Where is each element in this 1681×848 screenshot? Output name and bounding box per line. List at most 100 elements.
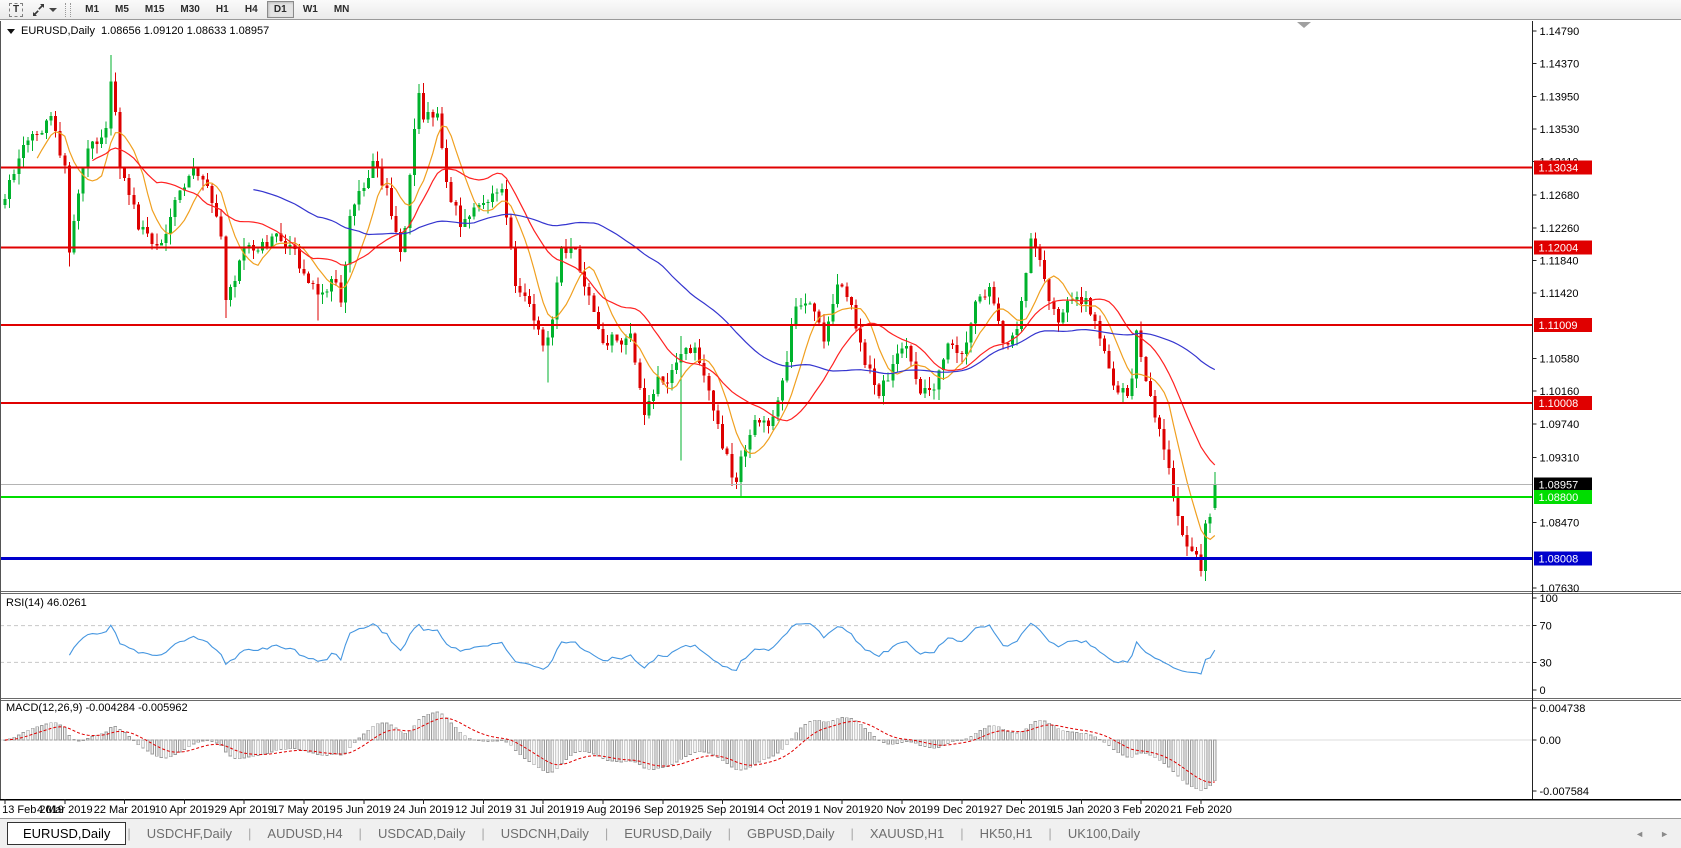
chart-tab-1[interactable]: USDCHF,Daily	[146, 826, 233, 841]
rsi-line	[68, 622, 1216, 675]
timeframe-button-m1[interactable]: M1	[78, 1, 106, 18]
toolbar-separator	[65, 2, 72, 17]
timeframe-button-m30[interactable]: M30	[173, 1, 206, 18]
ma-8-line	[36, 125, 1216, 541]
svg-text:1.13034: 1.13034	[1539, 163, 1579, 175]
date-tick-label: 21 Feb 2020	[1170, 804, 1232, 816]
price-level-label	[1534, 489, 1592, 504]
tab-scroll-left-button[interactable]: ◄	[1635, 828, 1645, 839]
text-label-tool-button[interactable]: T	[5, 1, 27, 19]
tab-separator: |	[960, 826, 964, 841]
timeframe-button-mn[interactable]: MN	[327, 1, 357, 18]
date-tick-label: 10 Apr 2019	[155, 804, 214, 816]
date-tick-label: 22 Mar 2019	[94, 804, 156, 816]
price-tick-label: 1.14790	[1540, 26, 1580, 38]
date-tick-label: 17 May 2019	[272, 804, 336, 816]
svg-text:1.08008: 1.08008	[1539, 554, 1579, 566]
timeframe-button-h1[interactable]: H1	[209, 1, 236, 18]
macd-tick-label: -0.007584	[1540, 786, 1590, 798]
chart-dropdown-icon[interactable]	[7, 28, 15, 34]
price-tick-label: 1.11420	[1540, 288, 1579, 300]
chart-tabs: EURUSD,Daily | USDCHF,Daily | AUDUSD,H4 | USDC…	[0, 822, 1155, 845]
price-tick-label: 1.10580	[1540, 353, 1580, 365]
date-tick-label: 25 Sep 2019	[691, 804, 753, 816]
chart-tab-2[interactable]: AUDUSD,H4	[267, 826, 343, 841]
arrows-tool-button[interactable]	[27, 1, 61, 19]
date-tick-label: 12 Jul 2019	[455, 804, 512, 816]
price-tick-label: 1.07630	[1540, 583, 1580, 595]
tab-separator: |	[358, 826, 362, 841]
price-tick-label: 1.10160	[1540, 386, 1580, 398]
date-tick-label: 5 Jun 2019	[337, 804, 391, 816]
macd-label: MACD(12,26,9) -0.004284 -0.005962	[6, 702, 188, 714]
svg-text:1.11009: 1.11009	[1539, 320, 1578, 332]
rsi-tick-label: 0	[1540, 685, 1546, 697]
price-axis[interactable]: 1.147901.143701.139501.135301.131101.126…	[1532, 21, 1593, 799]
dropdown-caret-icon	[49, 7, 58, 12]
rsi-guide-lines	[0, 625, 1532, 663]
arrows-tool-icon	[31, 3, 46, 17]
macd-tick-label: 0.004738	[1540, 703, 1586, 715]
date-tick-label: 6 Sep 2019	[635, 804, 691, 816]
chart-tab-6[interactable]: GBPUSD,Daily	[747, 826, 835, 841]
price-tick-label: 1.08470	[1540, 518, 1580, 530]
price-tick-label: 1.12260	[1540, 223, 1580, 235]
top-toolbar: T M1 M5 M15 M30 H1 H4 D1 W1 MN	[0, 0, 1681, 20]
price-tick-label: 1.13950	[1540, 91, 1580, 103]
tab-separator: |	[850, 826, 854, 841]
chart-tab-4[interactable]: USDCNH,Daily	[500, 826, 589, 841]
tab-scroll-right-button[interactable]: ►	[1660, 828, 1669, 839]
date-tick-label: 27 Dec 2019	[990, 804, 1052, 816]
timeframe-button-m5[interactable]: M5	[108, 1, 136, 18]
date-tick-label: 3 Feb 2020	[1113, 804, 1169, 816]
svg-text:1.12004: 1.12004	[1539, 243, 1579, 255]
price-tick-label: 1.12680	[1540, 190, 1580, 202]
date-tick-label: 1 Nov 2019	[814, 804, 870, 816]
chart-tab-bar: EURUSD,Daily | USDCHF,Daily | AUDUSD,H4 | USDC…	[0, 818, 1681, 848]
tab-separator: |	[1048, 826, 1052, 841]
ma-20-line	[92, 147, 1216, 466]
macd-tick-label: 0.00	[1540, 735, 1561, 747]
date-tick-label: 15 Jan 2020	[1051, 804, 1112, 816]
rsi-label: RSI(14) 46.0261	[6, 597, 87, 609]
price-level-label	[1534, 318, 1592, 333]
svg-text:1.08957: 1.08957	[1539, 480, 1579, 492]
timeframe-button-h4[interactable]: H4	[238, 1, 265, 18]
price-level-label	[1534, 240, 1592, 255]
svg-text:1.08800: 1.08800	[1539, 492, 1579, 504]
price-tick-label: 1.09310	[1540, 452, 1580, 464]
horizontal-levels	[0, 166, 1532, 561]
chart-tab-8[interactable]: HK50,H1	[979, 826, 1033, 841]
tab-separator: |	[481, 826, 485, 841]
chart-symbol-label: EURUSD,Daily	[21, 25, 95, 37]
date-tick-label: 9 Dec 2019	[934, 804, 990, 816]
date-tick-label: 19 Aug 2019	[572, 804, 634, 816]
chart-shift-marker[interactable]	[1297, 22, 1311, 28]
price-level-label	[1534, 160, 1592, 175]
rsi-tick-label: 30	[1540, 657, 1552, 669]
chart-tab-0[interactable]: EURUSD,Daily	[7, 822, 127, 845]
ma-55-line	[253, 189, 1216, 375]
tab-separator: |	[604, 826, 609, 841]
chart-tab-5[interactable]: EURUSD,Daily	[624, 826, 712, 841]
rsi-tick-label: 100	[1540, 593, 1558, 605]
price-tick-label: 1.09740	[1540, 419, 1580, 431]
svg-text:1.10008: 1.10008	[1539, 398, 1579, 410]
timeframe-button-m15[interactable]: M15	[138, 1, 171, 18]
chart-tab-3[interactable]: USDCAD,Daily	[377, 826, 466, 841]
candlestick-series	[3, 55, 1217, 581]
date-tick-label: 4 Mar 2019	[37, 804, 93, 816]
tab-separator: |	[127, 826, 131, 841]
timeframe-button-d1[interactable]: D1	[266, 1, 294, 18]
chart-tab-9[interactable]: UK100,Daily	[1067, 826, 1141, 841]
macd-histogram	[3, 711, 1217, 792]
price-level-label	[1534, 551, 1592, 566]
rsi-tick-label: 70	[1540, 621, 1552, 633]
date-tick-label: 31 Jul 2019	[515, 804, 572, 816]
timeframe-button-w1[interactable]: W1	[296, 1, 325, 18]
chart-tab-7[interactable]: XAUUSD,H1	[869, 826, 945, 841]
price-tick-label: 1.14370	[1540, 59, 1580, 71]
date-tick-label: 20 Nov 2019	[871, 804, 933, 816]
